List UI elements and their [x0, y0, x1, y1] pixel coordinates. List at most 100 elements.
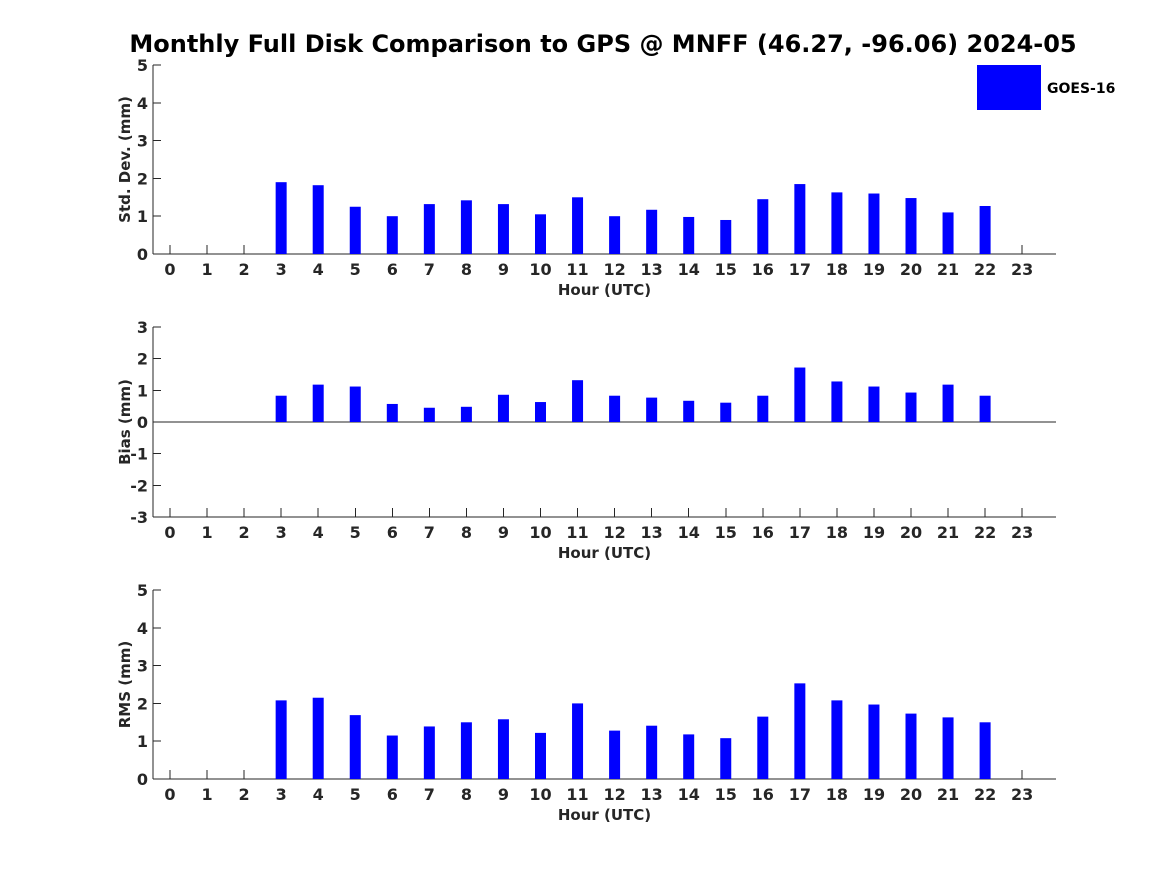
bar-hour-3	[275, 700, 287, 779]
bar-hour-16	[757, 395, 769, 422]
bar-hour-12	[609, 395, 621, 422]
y-axis-label: Bias (mm)	[116, 379, 134, 465]
bar-hour-17	[794, 683, 806, 779]
x-tick-label: 7	[424, 785, 435, 804]
bar-hour-20	[905, 392, 917, 422]
x-tick-label: 12	[603, 785, 625, 804]
x-axis-label: Hour (UTC)	[558, 281, 651, 299]
y-axis-label: RMS (mm)	[116, 641, 134, 728]
x-tick-label: 6	[387, 785, 398, 804]
bar-hour-18	[831, 700, 843, 779]
x-tick-label: 3	[276, 785, 287, 804]
x-tick-label: 23	[1011, 260, 1033, 279]
bar-hour-21	[942, 384, 954, 422]
x-tick-label: 10	[529, 785, 551, 804]
x-tick-label: 2	[239, 785, 250, 804]
bar-hour-6	[386, 403, 398, 422]
x-tick-label: 2	[239, 260, 250, 279]
x-tick-label: 19	[863, 260, 885, 279]
bar-hour-7	[423, 407, 435, 422]
bar-hour-18	[831, 192, 843, 254]
x-tick-label: 21	[937, 785, 959, 804]
bar-hour-20	[905, 198, 917, 254]
bar-hour-19	[868, 193, 880, 254]
x-tick-label: 9	[498, 523, 509, 542]
x-tick-label: 12	[603, 260, 625, 279]
y-tick-label: 0	[137, 770, 148, 789]
bar-hour-19	[868, 386, 880, 422]
x-tick-label: 22	[974, 785, 996, 804]
x-tick-label: 7	[424, 523, 435, 542]
x-tick-label: 6	[387, 523, 398, 542]
x-tick-label: 21	[937, 523, 959, 542]
y-tick-label: -3	[130, 508, 148, 527]
bar-hour-4	[312, 697, 324, 779]
x-tick-label: 15	[715, 785, 737, 804]
x-tick-label: 17	[789, 260, 811, 279]
x-tick-label: 4	[313, 260, 324, 279]
x-tick-label: 8	[461, 523, 472, 542]
x-tick-label: 7	[424, 260, 435, 279]
x-tick-label: 11	[566, 523, 588, 542]
x-tick-label: 19	[863, 523, 885, 542]
bar-hour-15	[720, 738, 732, 779]
x-tick-label: 1	[201, 523, 212, 542]
x-tick-label: 0	[164, 523, 175, 542]
x-tick-label: 13	[641, 785, 663, 804]
x-tick-label: 16	[752, 785, 774, 804]
x-tick-label: 11	[566, 785, 588, 804]
x-tick-label: 0	[164, 785, 175, 804]
bar-hour-10	[535, 402, 546, 422]
bar-hour-11	[572, 197, 584, 254]
y-tick-label: -2	[130, 476, 148, 495]
bar-hour-6	[386, 216, 398, 254]
bar-hour-21	[942, 212, 954, 254]
x-tick-label: 14	[678, 785, 700, 804]
legend-swatch-goes-16	[977, 65, 1041, 110]
x-tick-label: 15	[715, 523, 737, 542]
bar-hour-10	[535, 732, 546, 779]
bar-hour-7	[423, 726, 435, 779]
x-tick-label: 6	[387, 260, 398, 279]
x-tick-label: 5	[350, 785, 361, 804]
x-tick-label: 2	[239, 523, 250, 542]
x-tick-label: 20	[900, 523, 922, 542]
bar-hour-11	[572, 380, 584, 422]
bar-hour-7	[423, 204, 435, 254]
bar-hour-6	[386, 735, 398, 779]
x-tick-label: 16	[752, 260, 774, 279]
bar-hour-16	[757, 716, 769, 779]
x-tick-label: 18	[826, 523, 848, 542]
y-tick-label: 4	[137, 94, 148, 113]
x-tick-label: 9	[498, 785, 509, 804]
legend-label-goes-16: GOES-16	[1047, 81, 1115, 97]
y-tick-label: 4	[137, 619, 148, 638]
bar-hour-4	[312, 185, 324, 254]
x-tick-label: 10	[529, 523, 551, 542]
y-tick-label: 3	[137, 657, 148, 676]
x-tick-label: 19	[863, 785, 885, 804]
x-tick-label: 22	[974, 523, 996, 542]
bar-hour-15	[720, 219, 732, 254]
x-tick-label: 20	[900, 260, 922, 279]
x-tick-label: 13	[641, 523, 663, 542]
x-tick-label: 12	[603, 523, 625, 542]
bar-hour-16	[757, 199, 769, 254]
bar-hour-12	[609, 216, 621, 254]
bar-hour-22	[979, 395, 991, 422]
bar-hour-20	[905, 713, 917, 779]
bar-hour-9	[497, 204, 509, 254]
bar-hour-12	[609, 730, 621, 779]
bar-hour-8	[460, 406, 472, 422]
x-tick-label: 4	[313, 785, 324, 804]
y-tick-label: 0	[137, 245, 148, 264]
y-tick-label: -1	[130, 445, 148, 464]
x-tick-label: 8	[461, 785, 472, 804]
bar-hour-14	[683, 734, 695, 779]
x-tick-label: 17	[789, 523, 811, 542]
bar-hour-15	[720, 402, 732, 422]
bar-hour-9	[497, 719, 509, 779]
